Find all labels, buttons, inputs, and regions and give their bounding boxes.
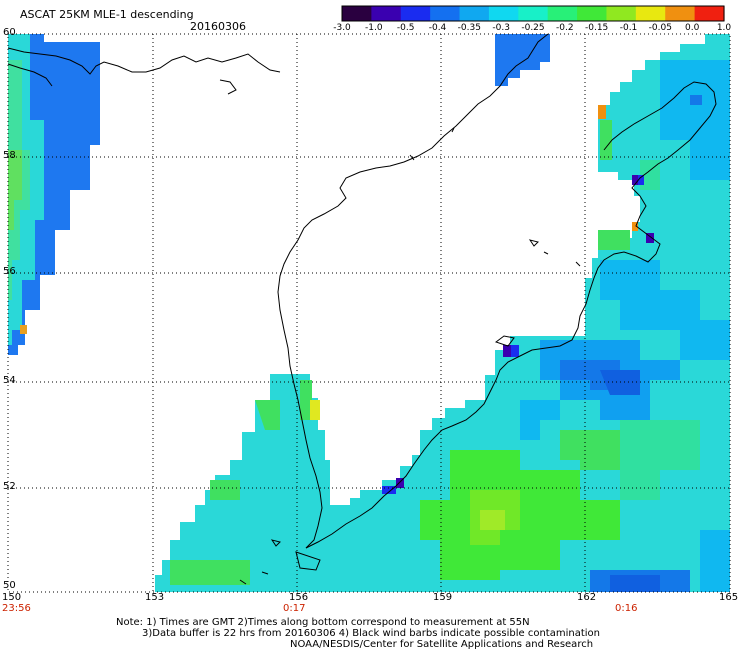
colorbar-segment: [342, 6, 372, 21]
lat-label-60: 60: [3, 27, 16, 38]
colorbar-tick-label: -0.2: [556, 23, 574, 33]
colorbar-tick-label: -0.3: [492, 23, 510, 33]
colorbar-tick-label: -0.15: [585, 23, 609, 33]
lon-label-159: 159: [433, 592, 453, 603]
swath-west: [8, 34, 100, 355]
map-title: ASCAT 25KM MLE-1 descending: [20, 8, 194, 21]
colorbar-segment: [577, 6, 608, 21]
colorbar-tick-label: -1.0: [365, 23, 383, 33]
colorbar-segment: [547, 6, 578, 21]
swath-east: [155, 34, 730, 592]
time-label-3: 0:16: [615, 603, 638, 614]
colorbar-segment: [694, 6, 725, 21]
coastline: [7, 33, 717, 585]
colorbar-frame: [341, 5, 725, 22]
colorbar-segment: [488, 6, 519, 21]
colorbar-tick-label: 0.0: [684, 23, 700, 33]
lat-label-54: 54: [3, 375, 16, 386]
map-date: 20160306: [190, 20, 246, 33]
note-line-2: 3)Data buffer is 22 hrs from 20160306 4)…: [142, 628, 600, 639]
colorbar-segment: [606, 6, 637, 21]
lat-label-50: 50: [3, 580, 16, 591]
lon-label-162: 162: [577, 592, 597, 603]
map-frame: [7, 33, 731, 593]
lat-label-52: 52: [3, 481, 16, 492]
time-label-2: 0:17: [283, 603, 306, 614]
time-label-1: 23:56: [2, 603, 31, 614]
note-line-3: NOAA/NESDIS/Center for Satellite Applica…: [290, 639, 594, 650]
lat-lon-grid: [8, 34, 730, 592]
colorbar-tick-label: -3.0: [333, 23, 351, 33]
colorbar-tick-label: 1.0: [716, 23, 732, 33]
colorbar-segment: [635, 6, 666, 21]
lat-label-56: 56: [3, 266, 16, 277]
colorbar-segment: [400, 6, 431, 21]
colorbar-segment: [371, 6, 402, 21]
colorbar-segment: [665, 6, 696, 21]
lat-label-58: 58: [3, 150, 16, 161]
colorbar-tick-label: -0.5: [396, 23, 415, 33]
lon-label-153: 153: [145, 592, 165, 603]
colorbar: [341, 5, 725, 22]
lon-label-165: 165: [719, 592, 739, 603]
swath-north: [495, 34, 550, 86]
colorbar-tick-label: -0.25: [521, 23, 545, 33]
lon-label-150: 150: [2, 592, 22, 603]
colorbar-tick-label: -0.05: [648, 23, 672, 33]
colorbar-segment: [459, 6, 490, 21]
colorbar-tick-label: -0.35: [457, 23, 481, 33]
colorbar-tick-label: -0.1: [619, 23, 638, 33]
note-line-1: Note: 1) Times are GMT 2)Times along bot…: [116, 617, 530, 628]
lon-label-156: 156: [289, 592, 309, 603]
colorbar-segment: [518, 6, 549, 21]
colorbar-tick-label: -0.4: [428, 23, 447, 33]
colorbar-segment: [430, 6, 461, 21]
